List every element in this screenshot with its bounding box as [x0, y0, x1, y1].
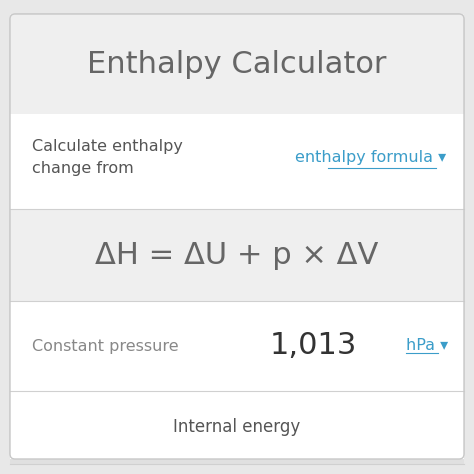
Bar — [10, 114, 464, 209]
Text: hPa ▾: hPa ▾ — [406, 338, 448, 354]
Bar — [10, 209, 464, 301]
Bar — [10, 14, 464, 114]
Text: Enthalpy Calculator: Enthalpy Calculator — [87, 49, 387, 79]
Bar — [10, 301, 464, 391]
Text: enthalpy formula ▾: enthalpy formula ▾ — [295, 150, 446, 165]
Text: 1,013: 1,013 — [270, 331, 357, 361]
Text: Internal energy: Internal energy — [173, 419, 301, 437]
Text: ΔH = ΔU + p × ΔV: ΔH = ΔU + p × ΔV — [95, 240, 379, 270]
Bar — [10, 459, 464, 464]
FancyBboxPatch shape — [10, 14, 464, 459]
Bar — [10, 391, 464, 464]
Text: Calculate enthalpy
change from: Calculate enthalpy change from — [32, 139, 183, 176]
Text: Constant pressure: Constant pressure — [32, 338, 179, 354]
